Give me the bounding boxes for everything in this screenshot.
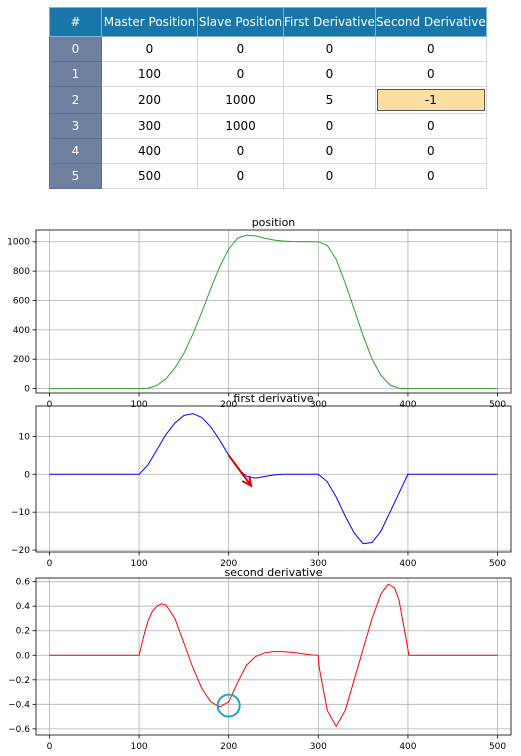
slave-position-cell[interactable]: 0 xyxy=(197,163,284,189)
master-position-cell[interactable]: 400 xyxy=(101,138,198,164)
plot-frame xyxy=(35,577,512,736)
y-tick-label: 0.2 xyxy=(16,627,30,637)
x-tick-label: 300 xyxy=(310,559,327,569)
first-derivative-cell[interactable]: 0 xyxy=(283,61,376,87)
x-tick-label: 100 xyxy=(130,742,147,752)
master-position-cell[interactable]: 200 xyxy=(101,86,198,114)
table-row[interactable]: 1 100 0 0 0 xyxy=(49,61,487,87)
y-tick-label: 200 xyxy=(13,355,30,365)
second-derivative-cell[interactable]: 0 xyxy=(374,61,487,87)
x-tick-label: 200 xyxy=(220,742,237,752)
first-derivative-chart: 0 100 200 300 400 500 −20 −10 0 10 first derivativ… xyxy=(11,392,512,569)
row-header[interactable]: 1 xyxy=(49,61,102,87)
table-row[interactable]: 5 500 0 0 0 xyxy=(49,163,487,189)
master-position-cell[interactable]: 0 xyxy=(101,36,198,62)
first-derivative-cell[interactable]: 0 xyxy=(283,163,376,189)
col-header-second-derivative[interactable]: Second Derivative xyxy=(374,7,487,37)
second-derivative-chart-title: second derivative xyxy=(225,566,323,579)
position-chart: 0 100 200 300 400 500 0 200 400 600 800 1000 positio… xyxy=(7,216,512,410)
table-row[interactable]: 0 0 0 0 0 xyxy=(49,36,487,62)
x-tick-label: 0 xyxy=(47,400,53,410)
annotation-circle xyxy=(216,693,241,718)
y-tick-label: 800 xyxy=(13,267,30,277)
plot-frame xyxy=(35,229,512,394)
first-derivative-series-line xyxy=(49,413,498,545)
x-tick-label: 500 xyxy=(489,400,506,410)
y-tick-label: −0.2 xyxy=(8,676,30,686)
points-table: # Master Position Slave Position First D… xyxy=(49,7,487,189)
second-derivative-cell[interactable]: 0 xyxy=(374,163,487,189)
annotation-arrow-shaft xyxy=(227,454,252,487)
slave-position-cell[interactable]: 1000 xyxy=(197,113,284,139)
second-derivative-series-line xyxy=(49,583,498,728)
col-header-slave-position[interactable]: Slave Position xyxy=(197,7,284,37)
selected-cell-editor[interactable]: -1 xyxy=(376,89,485,111)
y-tick-label: 0 xyxy=(24,470,30,480)
first-derivative-chart-title: first derivative xyxy=(233,392,313,405)
position-chart-title: position xyxy=(252,216,296,229)
col-header-first-derivative[interactable]: First Derivative xyxy=(283,7,376,37)
second-derivative-cell[interactable]: 0 xyxy=(374,113,487,139)
row-header[interactable]: 4 xyxy=(49,138,102,164)
x-tick-label: 400 xyxy=(399,559,416,569)
x-tick-label: 0 xyxy=(47,742,53,752)
slave-position-cell[interactable]: 0 xyxy=(197,61,284,87)
table-row[interactable]: 2 200 1000 5 -1 xyxy=(49,86,487,114)
y-tick-label: −0.4 xyxy=(8,700,30,710)
first-derivative-cell[interactable]: 0 xyxy=(283,36,376,62)
x-tick-label: 100 xyxy=(130,400,147,410)
y-tick-label: 0.4 xyxy=(16,602,31,612)
table-row[interactable]: 4 400 0 0 0 xyxy=(49,138,487,164)
slave-position-cell[interactable]: 1000 xyxy=(197,86,284,114)
y-tick-label: 400 xyxy=(13,326,30,336)
row-header[interactable]: 0 xyxy=(49,36,102,62)
x-tick-label: 200 xyxy=(220,559,237,569)
slave-position-cell[interactable]: 0 xyxy=(197,138,284,164)
y-tick-label: 10 xyxy=(19,432,31,442)
y-tick-label: 0.0 xyxy=(16,651,31,661)
slave-position-cell[interactable]: 0 xyxy=(197,36,284,62)
first-derivative-cell[interactable]: 5 xyxy=(283,86,376,114)
second-derivative-cell-selected[interactable]: -1 xyxy=(374,86,487,114)
master-position-cell[interactable]: 500 xyxy=(101,163,198,189)
table-header-row: # Master Position Slave Position First D… xyxy=(49,7,487,37)
table-row[interactable]: 3 300 1000 0 0 xyxy=(49,113,487,139)
x-tick-label: 300 xyxy=(310,742,327,752)
x-tick-label: 400 xyxy=(399,400,416,410)
first-derivative-cell[interactable]: 0 xyxy=(283,138,376,164)
row-header[interactable]: 3 xyxy=(49,113,102,139)
x-tick-label: 300 xyxy=(310,400,327,410)
plot-frame xyxy=(35,405,512,553)
y-tick-label: −20 xyxy=(11,546,30,556)
y-tick-label: −10 xyxy=(11,508,30,518)
y-tick-label: −0.6 xyxy=(8,725,30,735)
second-derivative-chart: 0 100 200 300 400 500 −0.6 −0.4 −0.2 0.0 0.2 0.4 0.6… xyxy=(8,566,512,752)
master-position-cell[interactable]: 300 xyxy=(101,113,198,139)
annotation-arrow-head xyxy=(241,475,253,488)
col-header-index[interactable]: # xyxy=(49,7,102,37)
y-tick-label: 0.6 xyxy=(16,578,31,588)
second-derivative-cell[interactable]: 0 xyxy=(374,138,487,164)
col-header-master-position[interactable]: Master Position xyxy=(101,7,198,37)
master-position-cell[interactable]: 100 xyxy=(101,61,198,87)
x-tick-label: 0 xyxy=(47,559,53,569)
x-tick-label: 500 xyxy=(489,742,506,752)
y-tick-label: 1000 xyxy=(7,238,30,248)
x-tick-label: 200 xyxy=(220,400,237,410)
second-derivative-cell[interactable]: 0 xyxy=(374,36,487,62)
x-tick-label: 400 xyxy=(399,742,416,752)
y-tick-label: 0 xyxy=(24,385,30,395)
row-header[interactable]: 2 xyxy=(49,86,102,114)
y-tick-label: 600 xyxy=(13,296,30,306)
x-tick-label: 100 xyxy=(130,559,147,569)
position-series-line xyxy=(49,234,498,390)
first-derivative-cell[interactable]: 0 xyxy=(283,113,376,139)
row-header[interactable]: 5 xyxy=(49,163,102,189)
x-tick-label: 500 xyxy=(489,559,506,569)
